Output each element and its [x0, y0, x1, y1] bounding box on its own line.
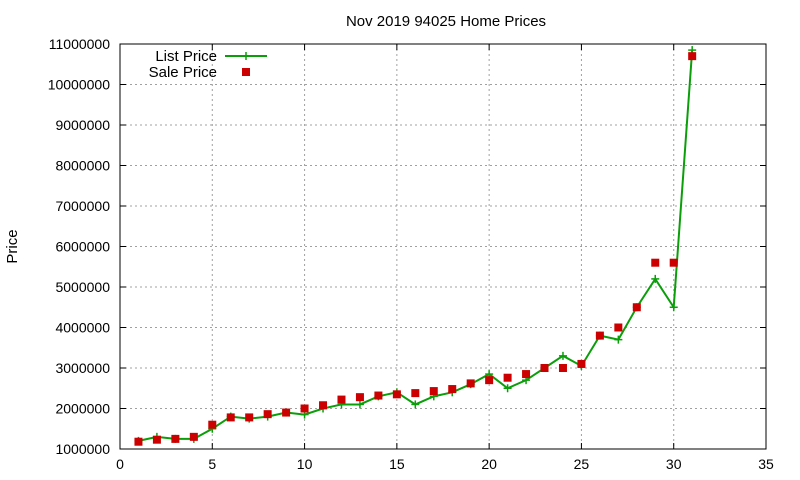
x-tick-label: 10 — [297, 456, 313, 472]
legend-label: Sale Price — [149, 64, 217, 81]
y-tick-label: 6000000 — [55, 239, 110, 255]
x-tick-label: 35 — [758, 456, 774, 472]
sale-price-point — [485, 376, 494, 385]
sale-price-point — [189, 432, 198, 441]
legend-label: List Price — [155, 48, 217, 65]
sale-price-point — [208, 420, 217, 429]
y-tick-label: 5000000 — [55, 279, 110, 295]
sale-price-point — [319, 401, 328, 410]
legend-square-marker — [242, 68, 250, 76]
sale-price-point — [466, 379, 475, 388]
sale-price-point — [669, 258, 678, 267]
x-tick-label: 20 — [481, 456, 497, 472]
sale-price-point — [503, 373, 512, 382]
y-tick-label: 11000000 — [49, 36, 110, 52]
x-tick-label: 15 — [389, 456, 405, 472]
sale-price-point — [263, 410, 272, 419]
sale-price-point — [632, 303, 641, 312]
list-price-point — [503, 384, 512, 393]
series-layer — [134, 46, 697, 446]
y-tick-label: 7000000 — [55, 198, 110, 214]
list-price-line — [138, 50, 694, 442]
y-tick-label: 8000000 — [55, 158, 110, 174]
sale-price-point — [374, 391, 383, 400]
list-price-point — [411, 400, 420, 409]
y-tick-label: 4000000 — [55, 320, 110, 336]
sale-price-point — [448, 385, 457, 394]
y-axis-label: Price — [4, 229, 21, 263]
y-tick-label: 10000000 — [48, 77, 111, 93]
x-tick-label: 30 — [666, 456, 682, 472]
sale-price-point — [540, 364, 549, 372]
list-price-point — [614, 335, 623, 344]
chart-title: Nov 2019 94025 Home Prices — [346, 13, 546, 30]
sale-price-point — [226, 413, 235, 422]
sale-price-point — [355, 393, 364, 402]
legend-plus-marker — [242, 52, 250, 60]
sale-price-point — [558, 364, 567, 372]
sale-price-point — [522, 370, 531, 379]
sale-price-point — [688, 52, 697, 61]
list-price-point — [651, 274, 660, 283]
x-tick-label: 5 — [208, 456, 216, 472]
list-price-point — [669, 303, 678, 312]
axis-ticks: 0 5 10 15 20 25 30 35 1000000 2000000 3000000 40000… — [48, 36, 774, 472]
y-tick-label: 9000000 — [55, 117, 110, 133]
sale-price-point — [171, 434, 180, 443]
list-price-point — [558, 351, 567, 360]
sale-price-point — [577, 359, 586, 368]
sale-price-point — [134, 437, 143, 446]
sale-price-point — [152, 435, 161, 444]
y-tick-label: 3000000 — [55, 360, 110, 376]
sale-price-point — [245, 413, 254, 422]
sale-price-point — [411, 389, 420, 398]
list-price-point — [355, 400, 364, 409]
y-tick-label: 2000000 — [55, 401, 110, 417]
sale-price-point — [392, 390, 401, 399]
sale-price-point — [282, 408, 291, 417]
grid-lines — [120, 44, 766, 449]
sale-price-point — [614, 323, 623, 332]
y-tick-label: 1000000 — [55, 441, 110, 457]
x-tick-label: 0 — [116, 456, 124, 472]
sale-price-point — [337, 395, 346, 404]
sale-price-point — [651, 258, 660, 267]
sale-price-point — [300, 404, 309, 413]
sale-price-point — [595, 331, 604, 340]
sale-price-point — [429, 387, 438, 396]
x-tick-label: 25 — [574, 456, 590, 472]
